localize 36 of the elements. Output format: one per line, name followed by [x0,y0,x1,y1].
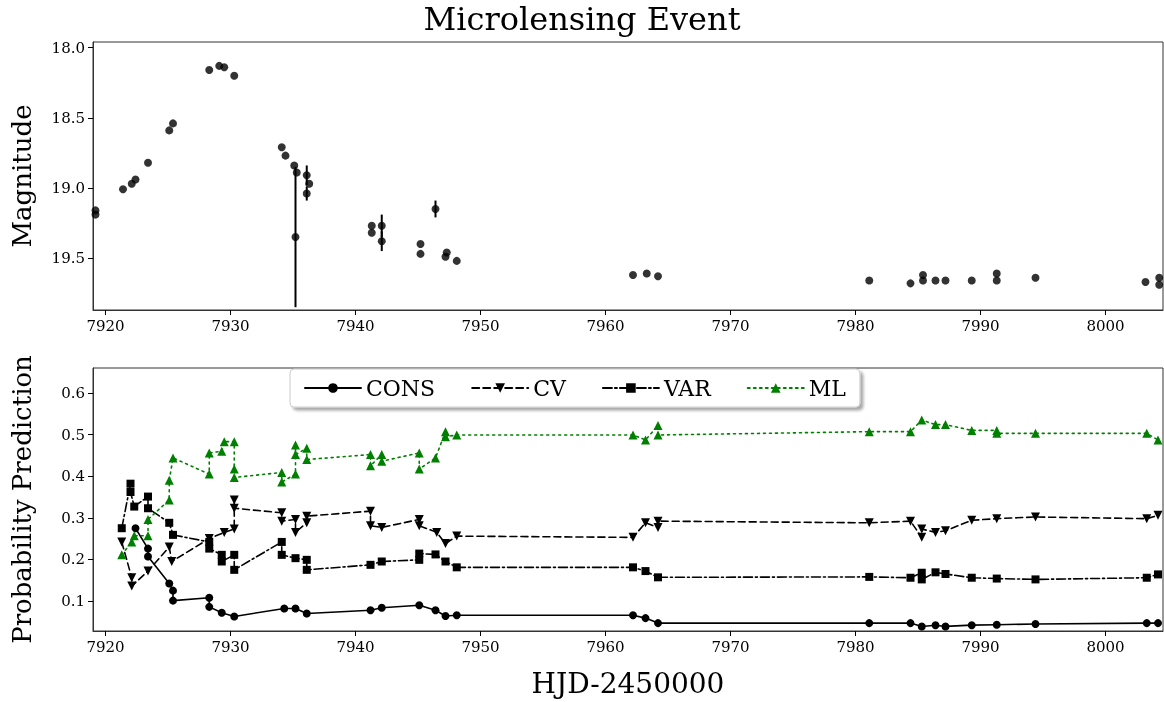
x-tick-label: 7970 [711,316,750,335]
y-axis-title: Magnitude [7,104,37,248]
y-tick-label: 0.6 [61,383,85,402]
y-tick-label: 18.5 [51,108,85,127]
legend-label: VAR [662,375,713,401]
chart-title: Microlensing Event [423,0,741,38]
y-axis-title: Probability Prediction [7,354,37,644]
y-tick-label: 18.0 [51,38,85,57]
x-tick-label: 7980 [836,637,875,656]
y-tick-label: 19.0 [51,178,85,197]
x-tick-label: 8000 [1086,637,1125,656]
y-tick-label: 19.5 [51,249,85,268]
x-tick-label: 8000 [1086,316,1125,335]
x-tick-label: 7930 [211,316,250,335]
legend-label: ML [808,375,847,401]
x-tick-label: 7990 [961,637,1000,656]
legend-label: CV [533,375,568,401]
x-tick-label: 7920 [86,637,125,656]
x-tick-label: 7940 [336,316,375,335]
x-tick-label: 7940 [336,637,375,656]
x-tick-label: 7950 [461,316,500,335]
y-tick-label: 0.3 [61,508,85,527]
x-tick-label: 7950 [461,637,500,656]
legend-label: CONS [366,375,436,401]
x-tick-label: 7960 [586,637,625,656]
x-tick-label: 7990 [961,316,1000,335]
y-tick-label: 0.2 [61,550,85,569]
x-tick-label: 7980 [836,316,875,335]
y-tick-label: 0.1 [61,592,85,611]
y-tick-label: 0.4 [61,467,85,486]
x-tick-label: 7970 [711,637,750,656]
x-tick-label: 7920 [86,316,125,335]
x-axis-title: HJD-2450000 [531,666,725,700]
y-tick-label: 0.5 [61,425,85,444]
x-tick-label: 7930 [211,637,250,656]
x-tick-label: 7960 [586,316,625,335]
